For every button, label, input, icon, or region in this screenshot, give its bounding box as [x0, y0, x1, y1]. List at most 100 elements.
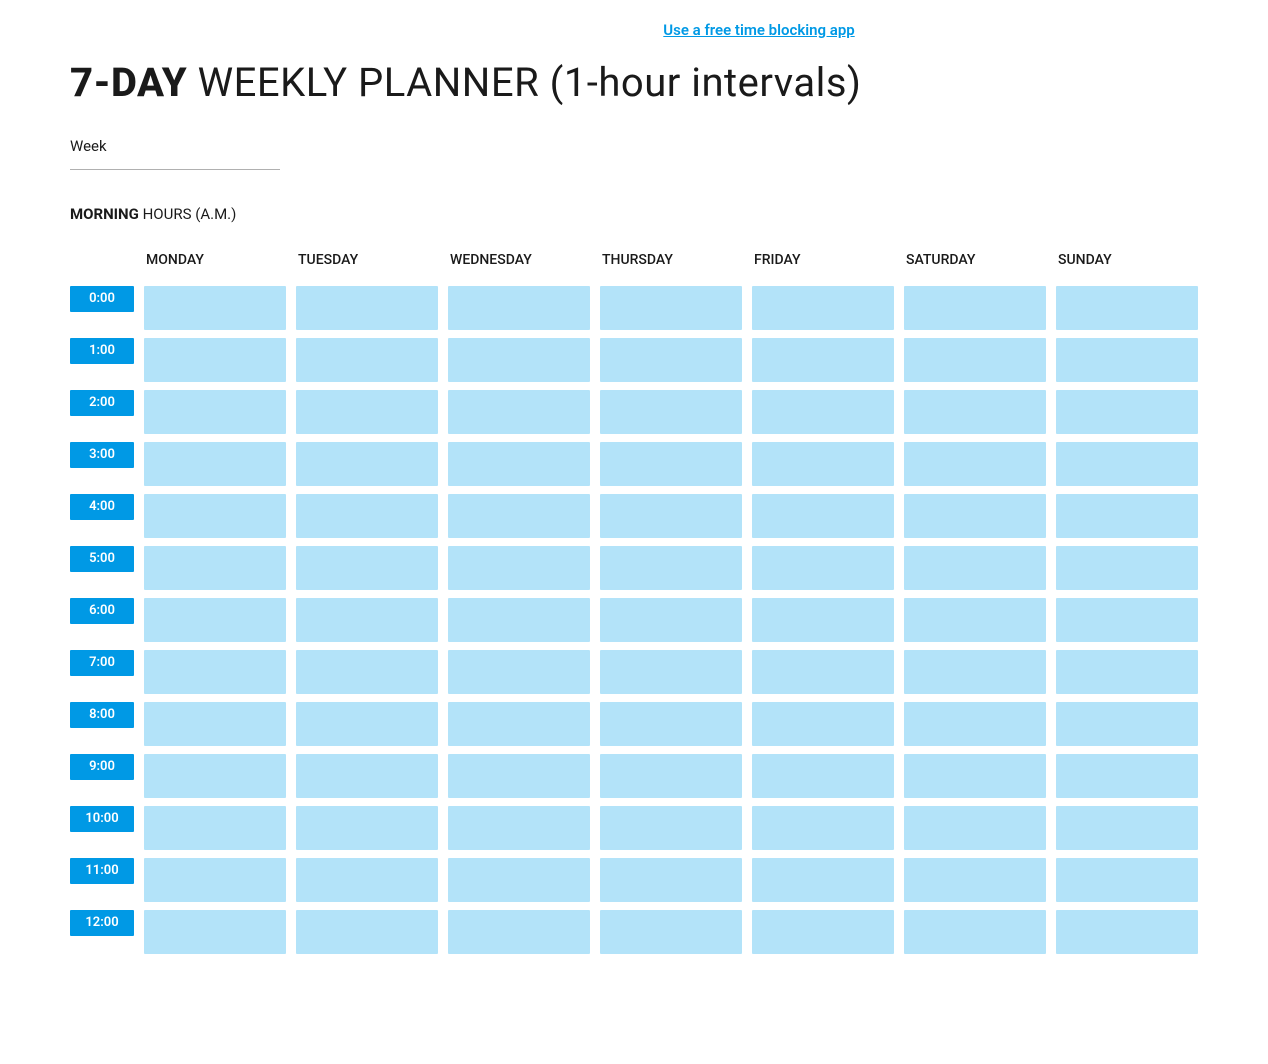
- planner-slot[interactable]: [448, 910, 590, 954]
- planner-slot[interactable]: [752, 338, 894, 382]
- planner-slot[interactable]: [1056, 806, 1198, 850]
- planner-slot[interactable]: [600, 390, 742, 434]
- planner-slot[interactable]: [1056, 598, 1198, 642]
- planner-slot[interactable]: [144, 754, 286, 798]
- planner-slot[interactable]: [448, 546, 590, 590]
- planner-slot[interactable]: [752, 390, 894, 434]
- planner-slot[interactable]: [600, 494, 742, 538]
- planner-slot[interactable]: [904, 910, 1046, 954]
- planner-slot[interactable]: [752, 806, 894, 850]
- planner-slot[interactable]: [1056, 442, 1198, 486]
- planner-slot[interactable]: [752, 858, 894, 902]
- planner-slot[interactable]: [448, 494, 590, 538]
- planner-slot[interactable]: [752, 598, 894, 642]
- planner-slot[interactable]: [144, 910, 286, 954]
- planner-slot[interactable]: [448, 754, 590, 798]
- planner-slot[interactable]: [296, 702, 438, 746]
- planner-slot[interactable]: [1056, 910, 1198, 954]
- time-cell: 4:00: [70, 494, 134, 520]
- planner-slot[interactable]: [1056, 286, 1198, 330]
- planner-slot[interactable]: [600, 546, 742, 590]
- planner-slot[interactable]: [600, 858, 742, 902]
- planner-slot[interactable]: [904, 806, 1046, 850]
- planner-slot[interactable]: [1056, 338, 1198, 382]
- planner-slot[interactable]: [296, 910, 438, 954]
- planner-slot[interactable]: [1056, 546, 1198, 590]
- planner-slot[interactable]: [600, 806, 742, 850]
- planner-slot[interactable]: [904, 442, 1046, 486]
- planner-slot[interactable]: [1056, 650, 1198, 694]
- planner-slot[interactable]: [904, 390, 1046, 434]
- planner-slot[interactable]: [752, 286, 894, 330]
- planner-slot[interactable]: [448, 390, 590, 434]
- planner-slot[interactable]: [904, 650, 1046, 694]
- planner-slot[interactable]: [1056, 858, 1198, 902]
- planner-slot[interactable]: [904, 598, 1046, 642]
- planner-slot[interactable]: [752, 442, 894, 486]
- planner-slot[interactable]: [448, 598, 590, 642]
- planner-slot[interactable]: [448, 858, 590, 902]
- planner-slot[interactable]: [600, 650, 742, 694]
- planner-slot[interactable]: [296, 754, 438, 798]
- planner-slot[interactable]: [904, 858, 1046, 902]
- planner-slot[interactable]: [600, 286, 742, 330]
- planner-slot[interactable]: [144, 442, 286, 486]
- planner-slot[interactable]: [752, 494, 894, 538]
- planner-slot[interactable]: [144, 338, 286, 382]
- planner-slot[interactable]: [448, 650, 590, 694]
- planner-slot[interactable]: [296, 650, 438, 694]
- planner-slot[interactable]: [752, 650, 894, 694]
- planner-slot[interactable]: [904, 286, 1046, 330]
- planner-slot[interactable]: [144, 806, 286, 850]
- planner-slot[interactable]: [904, 546, 1046, 590]
- planner-slot[interactable]: [600, 338, 742, 382]
- planner-slot[interactable]: [1056, 494, 1198, 538]
- planner-slot[interactable]: [144, 390, 286, 434]
- planner-slot[interactable]: [600, 598, 742, 642]
- planner-slot[interactable]: [296, 338, 438, 382]
- planner-slot[interactable]: [144, 286, 286, 330]
- planner-slot[interactable]: [448, 442, 590, 486]
- planner-slot[interactable]: [448, 338, 590, 382]
- time-cell: 8:00: [70, 702, 134, 728]
- day-header: THURSDAY: [600, 248, 742, 278]
- planner-slot[interactable]: [904, 702, 1046, 746]
- week-input-line[interactable]: [70, 169, 280, 170]
- planner-slot[interactable]: [904, 754, 1046, 798]
- planner-slot[interactable]: [448, 806, 590, 850]
- planner-slot[interactable]: [296, 390, 438, 434]
- planner-slot[interactable]: [1056, 754, 1198, 798]
- planner-slot[interactable]: [904, 494, 1046, 538]
- planner-slot[interactable]: [752, 910, 894, 954]
- planner-slot[interactable]: [752, 702, 894, 746]
- planner-slot[interactable]: [904, 338, 1046, 382]
- promo-link[interactable]: Use a free time blocking app: [663, 21, 854, 39]
- planner-slot[interactable]: [296, 546, 438, 590]
- planner-slot[interactable]: [144, 598, 286, 642]
- time-cell: 9:00: [70, 754, 134, 780]
- planner-slot[interactable]: [1056, 702, 1198, 746]
- time-cell-wrap: 2:00: [70, 390, 134, 434]
- planner-slot[interactable]: [144, 494, 286, 538]
- planner-slot[interactable]: [752, 754, 894, 798]
- title-bold: 7-DAY: [70, 59, 187, 106]
- planner-slot[interactable]: [144, 546, 286, 590]
- planner-slot[interactable]: [296, 286, 438, 330]
- planner-slot[interactable]: [144, 858, 286, 902]
- planner-slot[interactable]: [296, 806, 438, 850]
- planner-slot[interactable]: [600, 702, 742, 746]
- planner-slot[interactable]: [144, 702, 286, 746]
- planner-slot[interactable]: [752, 546, 894, 590]
- planner-slot[interactable]: [600, 910, 742, 954]
- planner-slot[interactable]: [448, 702, 590, 746]
- planner-slot[interactable]: [296, 442, 438, 486]
- planner-slot[interactable]: [600, 754, 742, 798]
- planner-slot[interactable]: [296, 494, 438, 538]
- time-cell-wrap: 5:00: [70, 546, 134, 590]
- planner-slot[interactable]: [296, 858, 438, 902]
- planner-slot[interactable]: [296, 598, 438, 642]
- planner-slot[interactable]: [600, 442, 742, 486]
- planner-slot[interactable]: [448, 286, 590, 330]
- planner-slot[interactable]: [1056, 390, 1198, 434]
- planner-slot[interactable]: [144, 650, 286, 694]
